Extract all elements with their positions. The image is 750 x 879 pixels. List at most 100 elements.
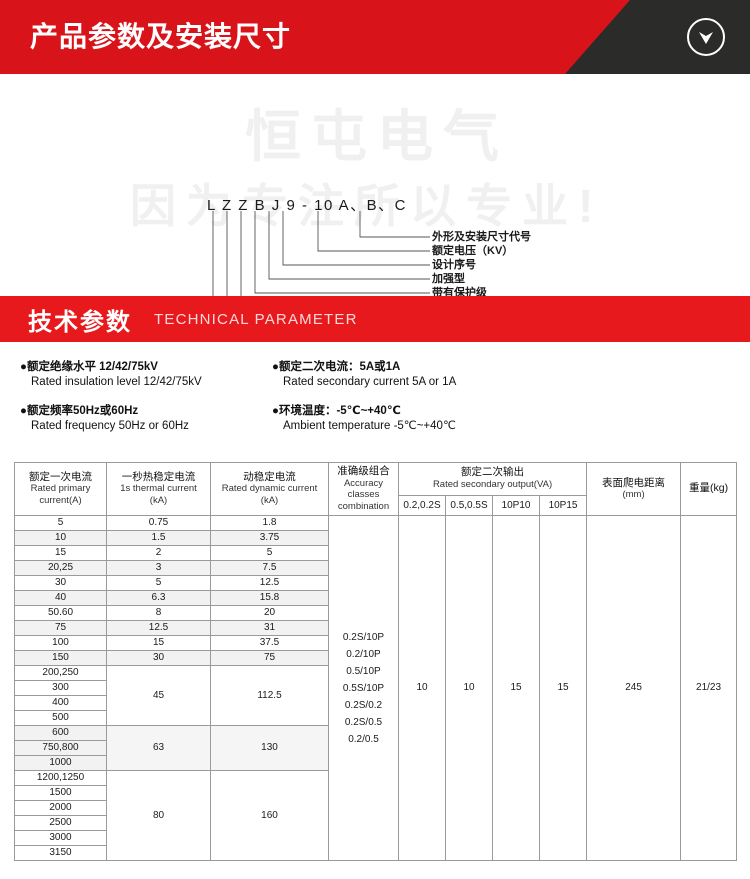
th-accuracy-en2: classes xyxy=(347,489,380,500)
accuracy-item: 0.2/10P xyxy=(346,648,381,660)
accuracy-item: 0.2S/0.5 xyxy=(344,716,383,728)
th-secondary-output: 额定二次输出 Rated secondary output(VA) xyxy=(397,462,588,496)
cell-primary-current: 750,800 xyxy=(14,740,107,756)
section-title-en: TECHNICAL PARAMETER xyxy=(154,310,358,328)
spec-column-right: ●额定二次电流：5A或1A Rated secondary current 5A… xyxy=(272,360,456,448)
cell-thermal-current: 80 xyxy=(106,770,211,861)
th-accuracy-en3: combination xyxy=(337,500,390,512)
cell-weight: 21/23 xyxy=(680,515,738,861)
cell-output-3: 15 xyxy=(538,515,588,861)
th-thermal-en2: (kA) xyxy=(149,494,168,506)
table-row: 750,800 xyxy=(14,740,737,756)
table-row: 300 xyxy=(14,680,737,696)
cell-thermal-current: 30 xyxy=(106,650,211,666)
leader-label-0: 外形及安装尺寸代号 xyxy=(432,231,531,243)
spec-cn: ●额定二次电流：5A或1A xyxy=(272,361,401,373)
cell-dynamic-current: 15.8 xyxy=(210,590,329,606)
leader-label-group: 外形及安装尺寸代号 额定电压（KV） 设计序号 加强型 带有保护级 浇注绝缘 支… xyxy=(0,74,750,296)
leader-label-2: 设计序号 xyxy=(432,259,476,271)
cell-primary-current: 2000 xyxy=(14,800,107,816)
table-row: 1500 xyxy=(14,785,737,801)
cell-primary-current: 400 xyxy=(14,695,107,711)
cell-primary-current: 40 xyxy=(14,590,107,606)
cell-dynamic-current: 7.5 xyxy=(210,560,329,576)
leader-lines xyxy=(212,211,430,296)
specification-table-wrapper: 额定一次电流 Rated primary current(A) 一秒热稳定电流 … xyxy=(14,462,738,861)
accuracy-item: 0.2S/0.2 xyxy=(344,699,383,711)
th-thermal-current: 一秒热稳定电流 1s thermal current (kA) xyxy=(106,462,211,516)
accuracy-item: 0.5/10P xyxy=(346,665,381,677)
accuracy-item: 0.2/0.5 xyxy=(348,733,379,745)
cell-dynamic-current: 31 xyxy=(210,620,329,636)
cell-dynamic-current: 1.8 xyxy=(210,515,329,531)
table-row: 1000 xyxy=(14,755,737,771)
th-thermal-cn: 一秒热稳定电流 xyxy=(121,470,196,483)
accuracy-item: 0.5S/10P xyxy=(342,682,385,694)
accuracy-item: 0.2S/10P xyxy=(342,631,385,643)
table-body: 5 0.75 1.8 0.2S/10P 0.2/10P 0.5/10P 0.5S… xyxy=(14,515,738,861)
spec-cn: ●额定频率50Hz或60Hz xyxy=(20,405,139,417)
th-output-cn: 额定二次输出 xyxy=(461,466,525,479)
cell-thermal-current: 12.5 xyxy=(106,620,211,636)
table-row: 600 63 130 xyxy=(14,725,737,771)
spec-en: Rated frequency 50Hz or 60Hz xyxy=(31,420,189,432)
th-output-en: Rated secondary output(VA) xyxy=(432,478,553,490)
cell-primary-current: 1500 xyxy=(14,785,107,801)
th-primary-en2: current(A) xyxy=(39,494,82,506)
cell-dynamic-current: 75 xyxy=(210,650,329,666)
cell-primary-current: 1200,1250 xyxy=(14,770,107,786)
cell-thermal-current: 15 xyxy=(106,635,211,651)
cell-primary-current: 3000 xyxy=(14,830,107,846)
cell-output-2: 15 xyxy=(492,515,540,861)
th-accuracy-classes: 准确级组合 Accuracy classes combination xyxy=(328,462,399,516)
cell-accuracy-classes: 0.2S/10P 0.2/10P 0.5/10P 0.5S/10P 0.2S/0… xyxy=(328,515,399,861)
th-dynamic-current: 动稳定电流 Rated dynamic current (kA) xyxy=(210,462,329,516)
cell-thermal-current: 2 xyxy=(106,545,211,561)
table-head: 额定一次电流 Rated primary current(A) 一秒热稳定电流 … xyxy=(14,462,738,517)
spec-en: Rated secondary current 5A or 1A xyxy=(283,376,457,388)
th-thermal-en: 1s thermal current xyxy=(120,483,197,495)
spec-cn: ●额定绝缘水平 12/42/75kV xyxy=(20,361,158,373)
th-creepage-en: (mm) xyxy=(622,489,645,500)
th-dynamic-en: Rated dynamic current xyxy=(221,483,318,495)
cell-primary-current: 30 xyxy=(14,575,107,591)
cell-primary-current: 50.60 xyxy=(14,605,107,621)
cell-primary-current: 75 xyxy=(14,620,107,636)
cell-primary-current: 1000 xyxy=(14,755,107,771)
table-row: 3000 xyxy=(14,830,737,846)
cell-thermal-current: 1.5 xyxy=(106,530,211,546)
cell-primary-current: 100 xyxy=(14,635,107,651)
spec-item-frequency: ●额定频率50Hz或60Hz Rated frequency 50Hz or 6… xyxy=(20,404,202,434)
th-creepage-cn: 表面爬电距离 xyxy=(602,476,666,489)
th-primary-current: 额定一次电流 Rated primary current(A) xyxy=(14,462,107,516)
chevron-down-circle-icon xyxy=(687,18,725,56)
table-row: 100 15 37.5 xyxy=(14,635,737,651)
cell-primary-current: 200,250 xyxy=(14,665,107,681)
cell-dynamic-current: 112.5 xyxy=(210,665,329,726)
cell-primary-current: 150 xyxy=(14,650,107,666)
model-designation-diagram: 恒屯电气 因为专注所以专业! L Z Z B J 9 - 10 A、B、C 外形… xyxy=(0,74,750,296)
th-primary-cn: 额定一次电流 xyxy=(29,470,92,483)
banner-red-wedge xyxy=(0,0,630,74)
cell-primary-current: 10 xyxy=(14,530,107,546)
th-primary-en: Rated primary xyxy=(30,483,91,495)
cell-thermal-current: 0.75 xyxy=(106,515,211,531)
cell-primary-current: 500 xyxy=(14,710,107,726)
section-header-technical-parameter: 技术参数 TECHNICAL PARAMETER xyxy=(0,296,750,342)
cell-thermal-current: 5 xyxy=(106,575,211,591)
th-weight: 重量(kg) xyxy=(680,462,738,516)
table-row: 3150 xyxy=(14,845,737,861)
cell-dynamic-current: 5 xyxy=(210,545,329,561)
cell-thermal-current: 8 xyxy=(106,605,211,621)
cell-creepage-distance: 245 xyxy=(586,515,682,861)
th-output-3: 10P15 xyxy=(538,494,588,517)
cell-output-1: 10 xyxy=(445,515,493,861)
cell-thermal-current: 63 xyxy=(106,725,211,771)
cell-primary-current: 5 xyxy=(14,515,107,531)
cell-primary-current: 300 xyxy=(14,680,107,696)
table-row: 1200,1250 80 160 xyxy=(14,770,737,861)
th-weight-label: 重量(kg) xyxy=(689,482,729,495)
th-output-1: 0.5,0.5S xyxy=(445,494,493,517)
th-dynamic-en2: (kA) xyxy=(260,494,279,506)
spec-en: Ambient temperature -5℃~+40℃ xyxy=(283,420,456,432)
